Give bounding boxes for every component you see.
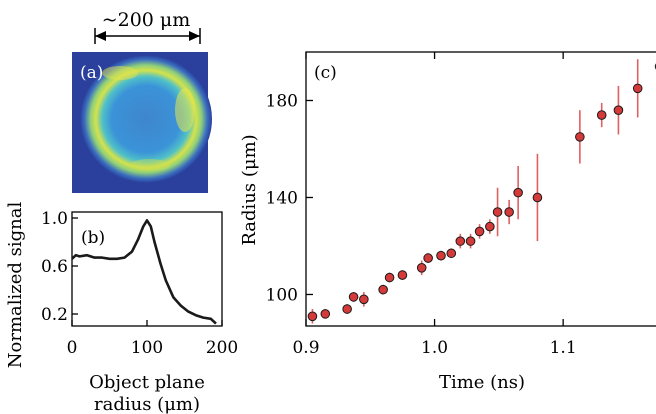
panel-b-ylabel: Normalized signal	[5, 202, 26, 369]
panel-c-data-point	[632, 83, 643, 94]
panel-c-data-point	[596, 110, 607, 120]
panel-a-label: (a)	[80, 63, 103, 83]
panel-c-data-point	[465, 236, 476, 246]
panel-c-data-point	[307, 311, 318, 322]
panel-c-data-point	[378, 284, 388, 295]
panel-b-label: (b)	[81, 228, 105, 248]
panel-b-ytick-label: 1.0	[41, 209, 68, 229]
panel-c-data-point	[513, 187, 523, 198]
panel-a-image: (a)	[72, 52, 212, 193]
panel-c-data-point	[348, 292, 359, 302]
panel-b-xlabel-line2: radius (μm)	[94, 394, 200, 414]
panel-c-frame	[305, 51, 656, 327]
panel-b-series-line	[71, 219, 217, 325]
panel-c: 100 140 180 0.9 1.0 1.1 (c) Radius (μm) Time …	[239, 51, 656, 393]
panel-c-ytick-label: 180	[266, 91, 298, 111]
panel-c-data-point	[397, 270, 408, 280]
panel-c-ytick-label: 100	[266, 285, 298, 305]
panel-c-data-point	[436, 250, 446, 261]
panel-c-data-point	[492, 207, 503, 217]
panel-c-data-point	[320, 309, 331, 319]
panel-c-data-point	[532, 192, 543, 203]
panel-b-xtick-label: 200	[206, 338, 238, 358]
scale-bar: ~200 μm	[94, 9, 201, 44]
panel-c-data-point	[504, 207, 514, 217]
panel-c-data-point	[416, 263, 427, 273]
panel-c-xtick-label: 0.9	[292, 338, 319, 358]
panel-c-data-point	[575, 132, 585, 142]
panel-c-label: (c)	[314, 63, 337, 83]
panel-b-xtick-label: 100	[131, 338, 163, 358]
panel-b-xlabel-line1: Object plane	[89, 372, 205, 393]
panel-c-xlabel: Time (ns)	[439, 372, 525, 393]
panel-c-data-point	[455, 236, 466, 246]
panel-c-data-point	[342, 304, 352, 314]
panel-c-data-point	[423, 253, 433, 263]
panel-b-ytick-label: 0.2	[41, 305, 68, 325]
panel-c-data-point	[446, 248, 457, 259]
panel-c-data-point	[384, 272, 395, 283]
panel-c-data-point	[485, 221, 495, 232]
panel-c-ytick-label: 140	[266, 188, 298, 208]
panel-c-xtick-label: 1.0	[421, 338, 448, 358]
panel-b-ytick-label: 0.6	[41, 257, 68, 277]
panel-c-data-point	[613, 105, 624, 115]
panel-c-xtick-label: 1.1	[550, 338, 577, 358]
panel-c-data-point	[359, 294, 369, 305]
panel-c-data-point	[474, 226, 485, 237]
panel-b-xtick-label: 0	[67, 338, 78, 358]
panel-b: 0.2 0.6 1.0 0 100 200 (b) Normalized signal O…	[5, 202, 238, 414]
panel-c-ylabel: Radius (μm)	[239, 134, 260, 245]
scale-bar-label: ~200 μm	[102, 9, 191, 31]
